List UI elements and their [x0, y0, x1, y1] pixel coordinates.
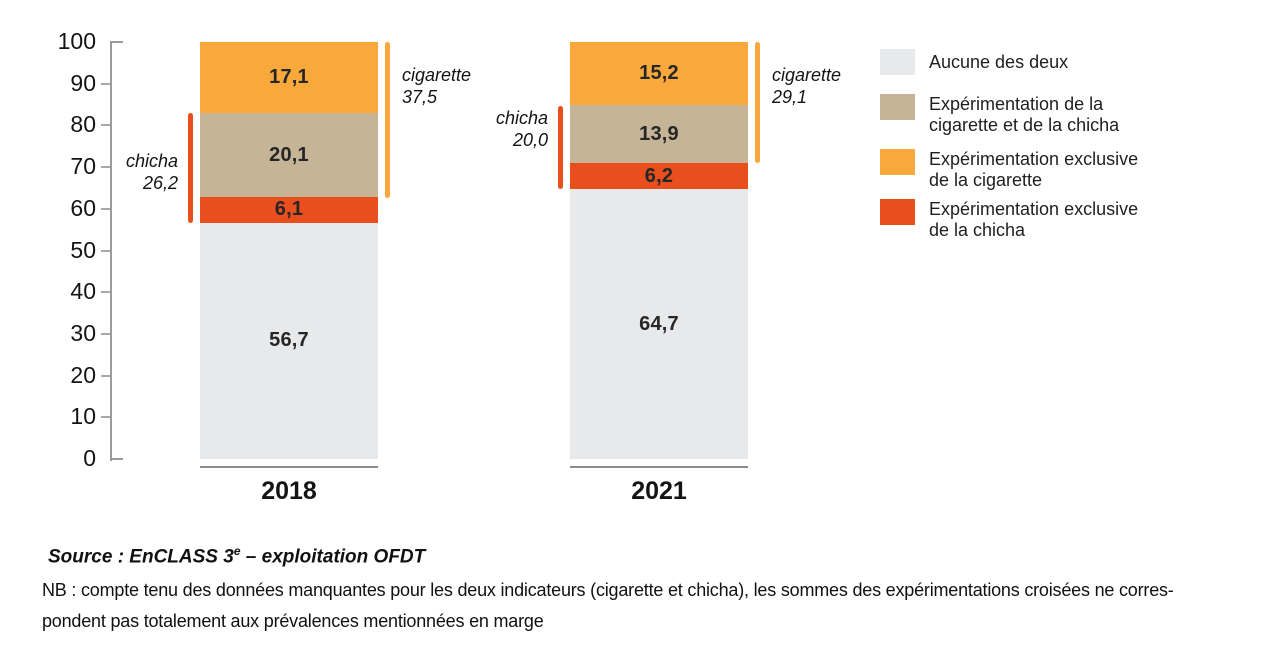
y-axis-tick-70 [101, 166, 110, 169]
y-axis-label-10: 10 [70, 403, 96, 430]
annotation-value: 29,1 [772, 87, 808, 107]
y-axis-label-40: 40 [70, 278, 96, 305]
y-axis-tick-60 [101, 207, 110, 210]
y-axis-label-30: 30 [70, 319, 96, 346]
annotation-value: 37,5 [402, 87, 438, 107]
source-text-suffix: – exploitation OFDT [240, 546, 426, 568]
legend-item-cigarette-et-chicha: Expérimentation de la cigarette et de la… [880, 94, 1119, 136]
y-axis-line [110, 42, 112, 461]
y-axis-label-50: 50 [70, 236, 96, 263]
annotation-name: cigarette [772, 65, 842, 85]
annotation-bracket-cigarette-2021 [755, 42, 760, 164]
y-axis-tick-30 [101, 332, 110, 335]
annotation-name: chicha [495, 108, 548, 128]
x-axis-underline-2021 [570, 466, 748, 468]
legend-swatch-cigarette-et-chicha [880, 94, 915, 120]
annotation-label-cigarette-2021: cigarette 29,1 [772, 64, 841, 108]
bar-segment-2018-aucune-des-deux: 56,7 [200, 222, 378, 459]
x-axis-label-2018: 2018 [261, 477, 317, 505]
legend-swatch-exclusive-chicha [880, 199, 915, 225]
legend-item-exclusive-chicha: Expérimentation exclusive de la chicha [880, 199, 1138, 241]
legend-label: Aucune des deux [929, 52, 1068, 73]
nb-note-line: pondent pas totalement aux prévalences m… [42, 611, 544, 631]
bar-segment-2021-expe-rimentation-exclusive-de-la-cigarette: 15,2 [570, 42, 748, 106]
annotation-label-cigarette-2018: cigarette 37,5 [402, 64, 471, 108]
legend-label: Expérimentation exclusive de la chicha [929, 199, 1138, 241]
bar-segment-2018-expe-rimentation-de-la-cigarette-et-de-la-chicha: 20,1 [200, 113, 378, 198]
bar-value-label: 20,1 [269, 143, 309, 166]
bar-segment-2018-expe-rimentation-exclusive-de-la-chicha: 6,1 [200, 197, 378, 223]
annotation-name: cigarette [402, 65, 472, 85]
bar-value-label: 17,1 [269, 66, 309, 89]
y-axis-label-70: 70 [70, 153, 96, 180]
y-axis-label-80: 80 [70, 111, 96, 138]
legend-label-line: Expérimentation exclusive [929, 149, 1139, 169]
legend-label-line: Expérimentation exclusive [929, 199, 1139, 219]
annotation-bracket-chicha-2021 [558, 105, 563, 190]
y-axis-tick-40 [101, 291, 110, 294]
bar-segment-2021-expe-rimentation-de-la-cigarette-et-de-la-chicha: 13,9 [570, 105, 748, 164]
annotation-bracket-cigarette-2018 [385, 42, 390, 199]
legend-swatch-aucune-des-deux [880, 49, 915, 75]
y-axis-label-20: 20 [70, 361, 96, 388]
annotation-label-chicha-2021: chicha 20,0 [496, 107, 548, 151]
y-axis-label-60: 60 [70, 194, 96, 221]
y-axis-label-90: 90 [70, 69, 96, 96]
source-line: Source : EnCLASS 3e – exploitation OFDT [48, 544, 425, 568]
nb-note-line: NB : compte tenu des données manquantes … [42, 580, 1174, 600]
legend-label-line: de la cigarette [929, 170, 1043, 190]
legend-label-line: de la chicha [929, 220, 1026, 240]
bar-value-label: 56,7 [269, 329, 309, 352]
y-axis-cap-100 [110, 41, 123, 43]
x-axis-underline-2018 [200, 466, 378, 468]
bar-value-label: 15,2 [639, 62, 679, 85]
nb-note: NB : compte tenu des données manquantes … [42, 575, 1257, 637]
y-axis-label-100: 100 [57, 27, 96, 54]
legend-label-line: cigarette et de la chicha [929, 115, 1120, 135]
bar-value-label: 6,2 [644, 164, 674, 187]
legend-item-exclusive-cigarette: Expérimentation exclusive de la cigarett… [880, 149, 1138, 191]
y-axis-label-0: 0 [83, 444, 96, 471]
y-axis-cap-0 [110, 458, 123, 460]
y-axis-tick-50 [101, 249, 110, 252]
annotation-label-chicha-2018: chicha 26,2 [126, 150, 178, 194]
y-axis-tick-10 [101, 416, 110, 419]
annotation-bracket-chicha-2018 [188, 113, 193, 223]
legend-label: Expérimentation exclusive de la cigarett… [929, 149, 1138, 191]
y-axis-tick-90 [101, 82, 110, 85]
bar-segment-2021-expe-rimentation-exclusive-de-la-chicha: 6,2 [570, 163, 748, 190]
annotation-value: 26,2 [142, 173, 178, 193]
bar-value-label: 6,1 [274, 198, 304, 221]
y-axis-tick-80 [101, 124, 110, 127]
legend-label-line: Aucune des deux [929, 51, 1069, 72]
source-superscript: e [233, 544, 241, 558]
legend-label-line: Expérimentation de la [929, 94, 1104, 114]
legend-swatch-exclusive-cigarette [880, 149, 915, 175]
legend-item-aucune-des-deux: Aucune des deux [880, 49, 1068, 75]
y-axis-tick-20 [101, 374, 110, 377]
annotation-value: 20,0 [512, 130, 548, 150]
annotation-name: chicha [125, 151, 178, 171]
legend-label: Expérimentation de la cigarette et de la… [929, 94, 1119, 136]
x-axis-label-2021: 2021 [631, 477, 687, 505]
bar-segment-2021-aucune-des-deux: 64,7 [570, 189, 748, 459]
bar-value-label: 64,7 [639, 312, 679, 335]
bar-value-label: 13,9 [639, 122, 679, 145]
source-text: Source : EnCLASS 3 [48, 546, 234, 568]
bar-segment-2018-expe-rimentation-exclusive-de-la-cigarette: 17,1 [200, 42, 378, 114]
